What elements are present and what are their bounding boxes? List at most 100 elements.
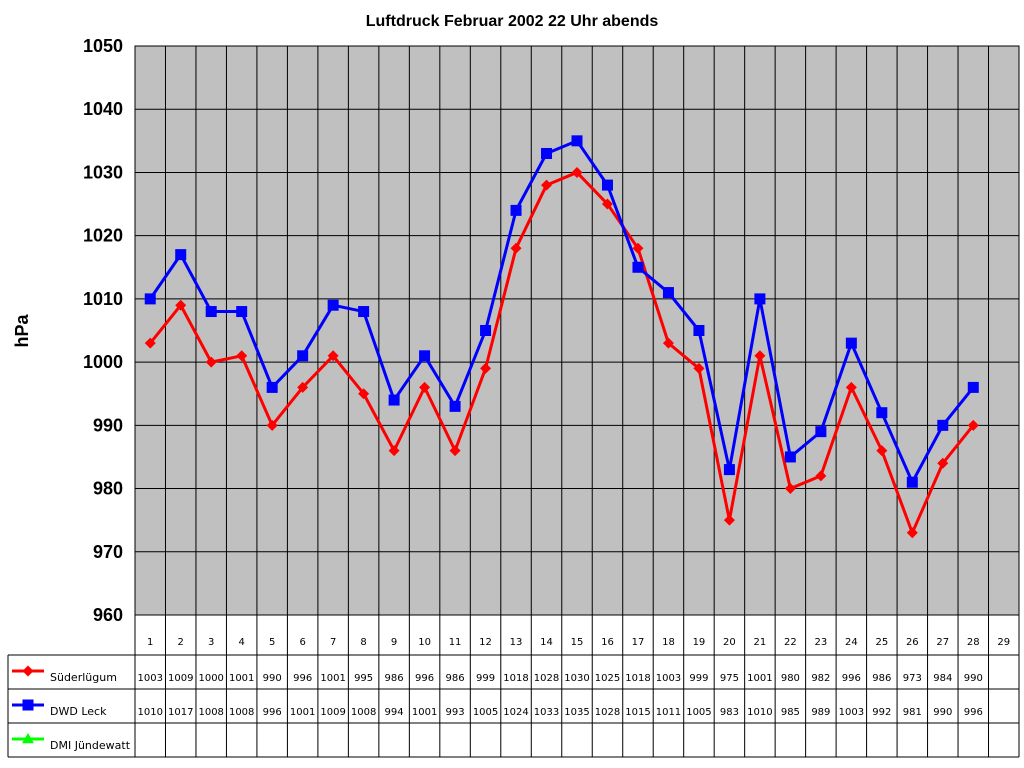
y-tick-label: 1000: [83, 352, 123, 372]
data-table-cell: 1010: [747, 707, 772, 718]
grid-lines: [135, 45, 1019, 757]
x-tick-label: 9: [391, 637, 397, 648]
series-line-1: [149, 139, 975, 484]
series-point-1: [144, 293, 156, 305]
data-table-cell: 996: [263, 707, 282, 718]
data-table-cell: 1000: [198, 673, 223, 684]
series-point-1: [967, 381, 979, 393]
series-point-0: [419, 381, 431, 393]
series-point-1: [541, 147, 553, 159]
x-tick-label: 5: [269, 637, 275, 648]
data-table-cell: 1008: [351, 707, 376, 718]
x-tick-label: 3: [208, 637, 214, 648]
y-tick-labels: 960 970 980 990 1000 1010 1020 1030 1040 1050: [83, 36, 123, 625]
series-point-1: [449, 400, 461, 412]
series-point-0: [784, 483, 796, 495]
series-point-1: [937, 419, 949, 431]
data-table-cell: 986: [446, 673, 465, 684]
series-point-1: [510, 204, 522, 216]
legend-marker: [22, 733, 34, 744]
series-point-1: [327, 299, 339, 311]
data-table-cell: 993: [446, 707, 465, 718]
series-point-1: [754, 293, 766, 305]
data-table-cell: 1001: [747, 673, 772, 684]
x-tick-label: 29: [997, 637, 1010, 648]
data-table-cell: 975: [720, 673, 739, 684]
data-table-cell: 990: [933, 707, 952, 718]
series-point-0: [754, 350, 766, 362]
data-table-cell: 1010: [138, 707, 163, 718]
data-table-cell: 981: [903, 707, 922, 718]
series-point-0: [876, 445, 888, 457]
data-table-cell: 1011: [656, 707, 681, 718]
x-tick-label: 25: [875, 637, 888, 648]
series-point-0: [175, 299, 187, 311]
data-table-cell: 1003: [839, 707, 864, 718]
data-table-cell: 996: [842, 673, 861, 684]
legend-entry: Süderlügum: [50, 671, 117, 684]
series-point-0: [205, 356, 217, 368]
y-tick-label: 960: [93, 605, 123, 625]
x-tick-label: 17: [632, 637, 645, 648]
data-table-cell: 1015: [625, 707, 650, 718]
data-table-cell: 999: [476, 673, 495, 684]
data-table-cell: 1009: [168, 673, 193, 684]
data-table-cell: 989: [811, 707, 830, 718]
legend-marker: [22, 699, 34, 711]
x-tick-label: 23: [814, 637, 827, 648]
data-table-cell: 980: [781, 673, 800, 684]
series-point-1: [205, 306, 217, 318]
series-point-0: [144, 337, 156, 349]
series-group: [144, 135, 979, 539]
data-table-cell: 986: [872, 673, 891, 684]
x-tick-label: 15: [571, 637, 584, 648]
series-point-0: [449, 445, 461, 457]
data-table-cell: 990: [964, 673, 983, 684]
data-table-cell: 1003: [656, 673, 681, 684]
data-table-cell: 996: [964, 707, 983, 718]
data-table-cell: 1035: [564, 707, 589, 718]
data-table-cell: 1018: [625, 673, 650, 684]
x-tick-label: 2: [178, 637, 184, 648]
y-tick-label: 1030: [83, 162, 123, 182]
series-point-1: [175, 249, 187, 261]
x-tick-label: 24: [845, 637, 858, 648]
data-table-cell: 1017: [168, 707, 193, 718]
series-point-1: [480, 325, 492, 336]
series-point-1: [388, 394, 400, 406]
x-tick-label: 14: [540, 637, 553, 648]
series-point-0: [297, 381, 309, 393]
data-table-cell: 1001: [229, 673, 254, 684]
series-point-1: [693, 325, 705, 336]
x-tick-label: 16: [601, 637, 614, 648]
series-point-1: [266, 381, 278, 393]
series-point-1: [723, 464, 735, 476]
y-tick-label: 1040: [83, 99, 123, 119]
data-table-cell: 996: [293, 673, 312, 684]
series-point-0: [510, 242, 522, 254]
y-tick-label: 970: [93, 542, 123, 562]
data-table-cell: 984: [933, 673, 952, 684]
data-table-cell: 1001: [412, 707, 437, 718]
data-table-cell: 973: [903, 673, 922, 684]
series-point-0: [937, 457, 949, 469]
data-table-cell: 992: [872, 707, 891, 718]
x-tick-label: 21: [754, 637, 767, 648]
series-point-0: [845, 381, 857, 393]
series-point-0: [358, 388, 370, 400]
series-point-0: [327, 350, 339, 362]
x-tick-label: 20: [723, 637, 736, 648]
x-tick-label: 22: [784, 637, 797, 648]
data-table-cell: 1028: [534, 673, 559, 684]
y-tick-label: 980: [93, 479, 123, 499]
series-point-0: [723, 514, 735, 526]
x-tick-label: 4: [239, 637, 245, 648]
y-tick-label: 1020: [83, 226, 123, 246]
series-point-1: [419, 350, 431, 362]
x-tick-label: 8: [360, 637, 366, 648]
series-point-1: [236, 306, 248, 318]
data-table-cell: 1008: [229, 707, 254, 718]
series-point-1: [845, 337, 857, 349]
data-table-cell: 1001: [320, 673, 345, 684]
data-table-cell: 985: [781, 707, 800, 718]
